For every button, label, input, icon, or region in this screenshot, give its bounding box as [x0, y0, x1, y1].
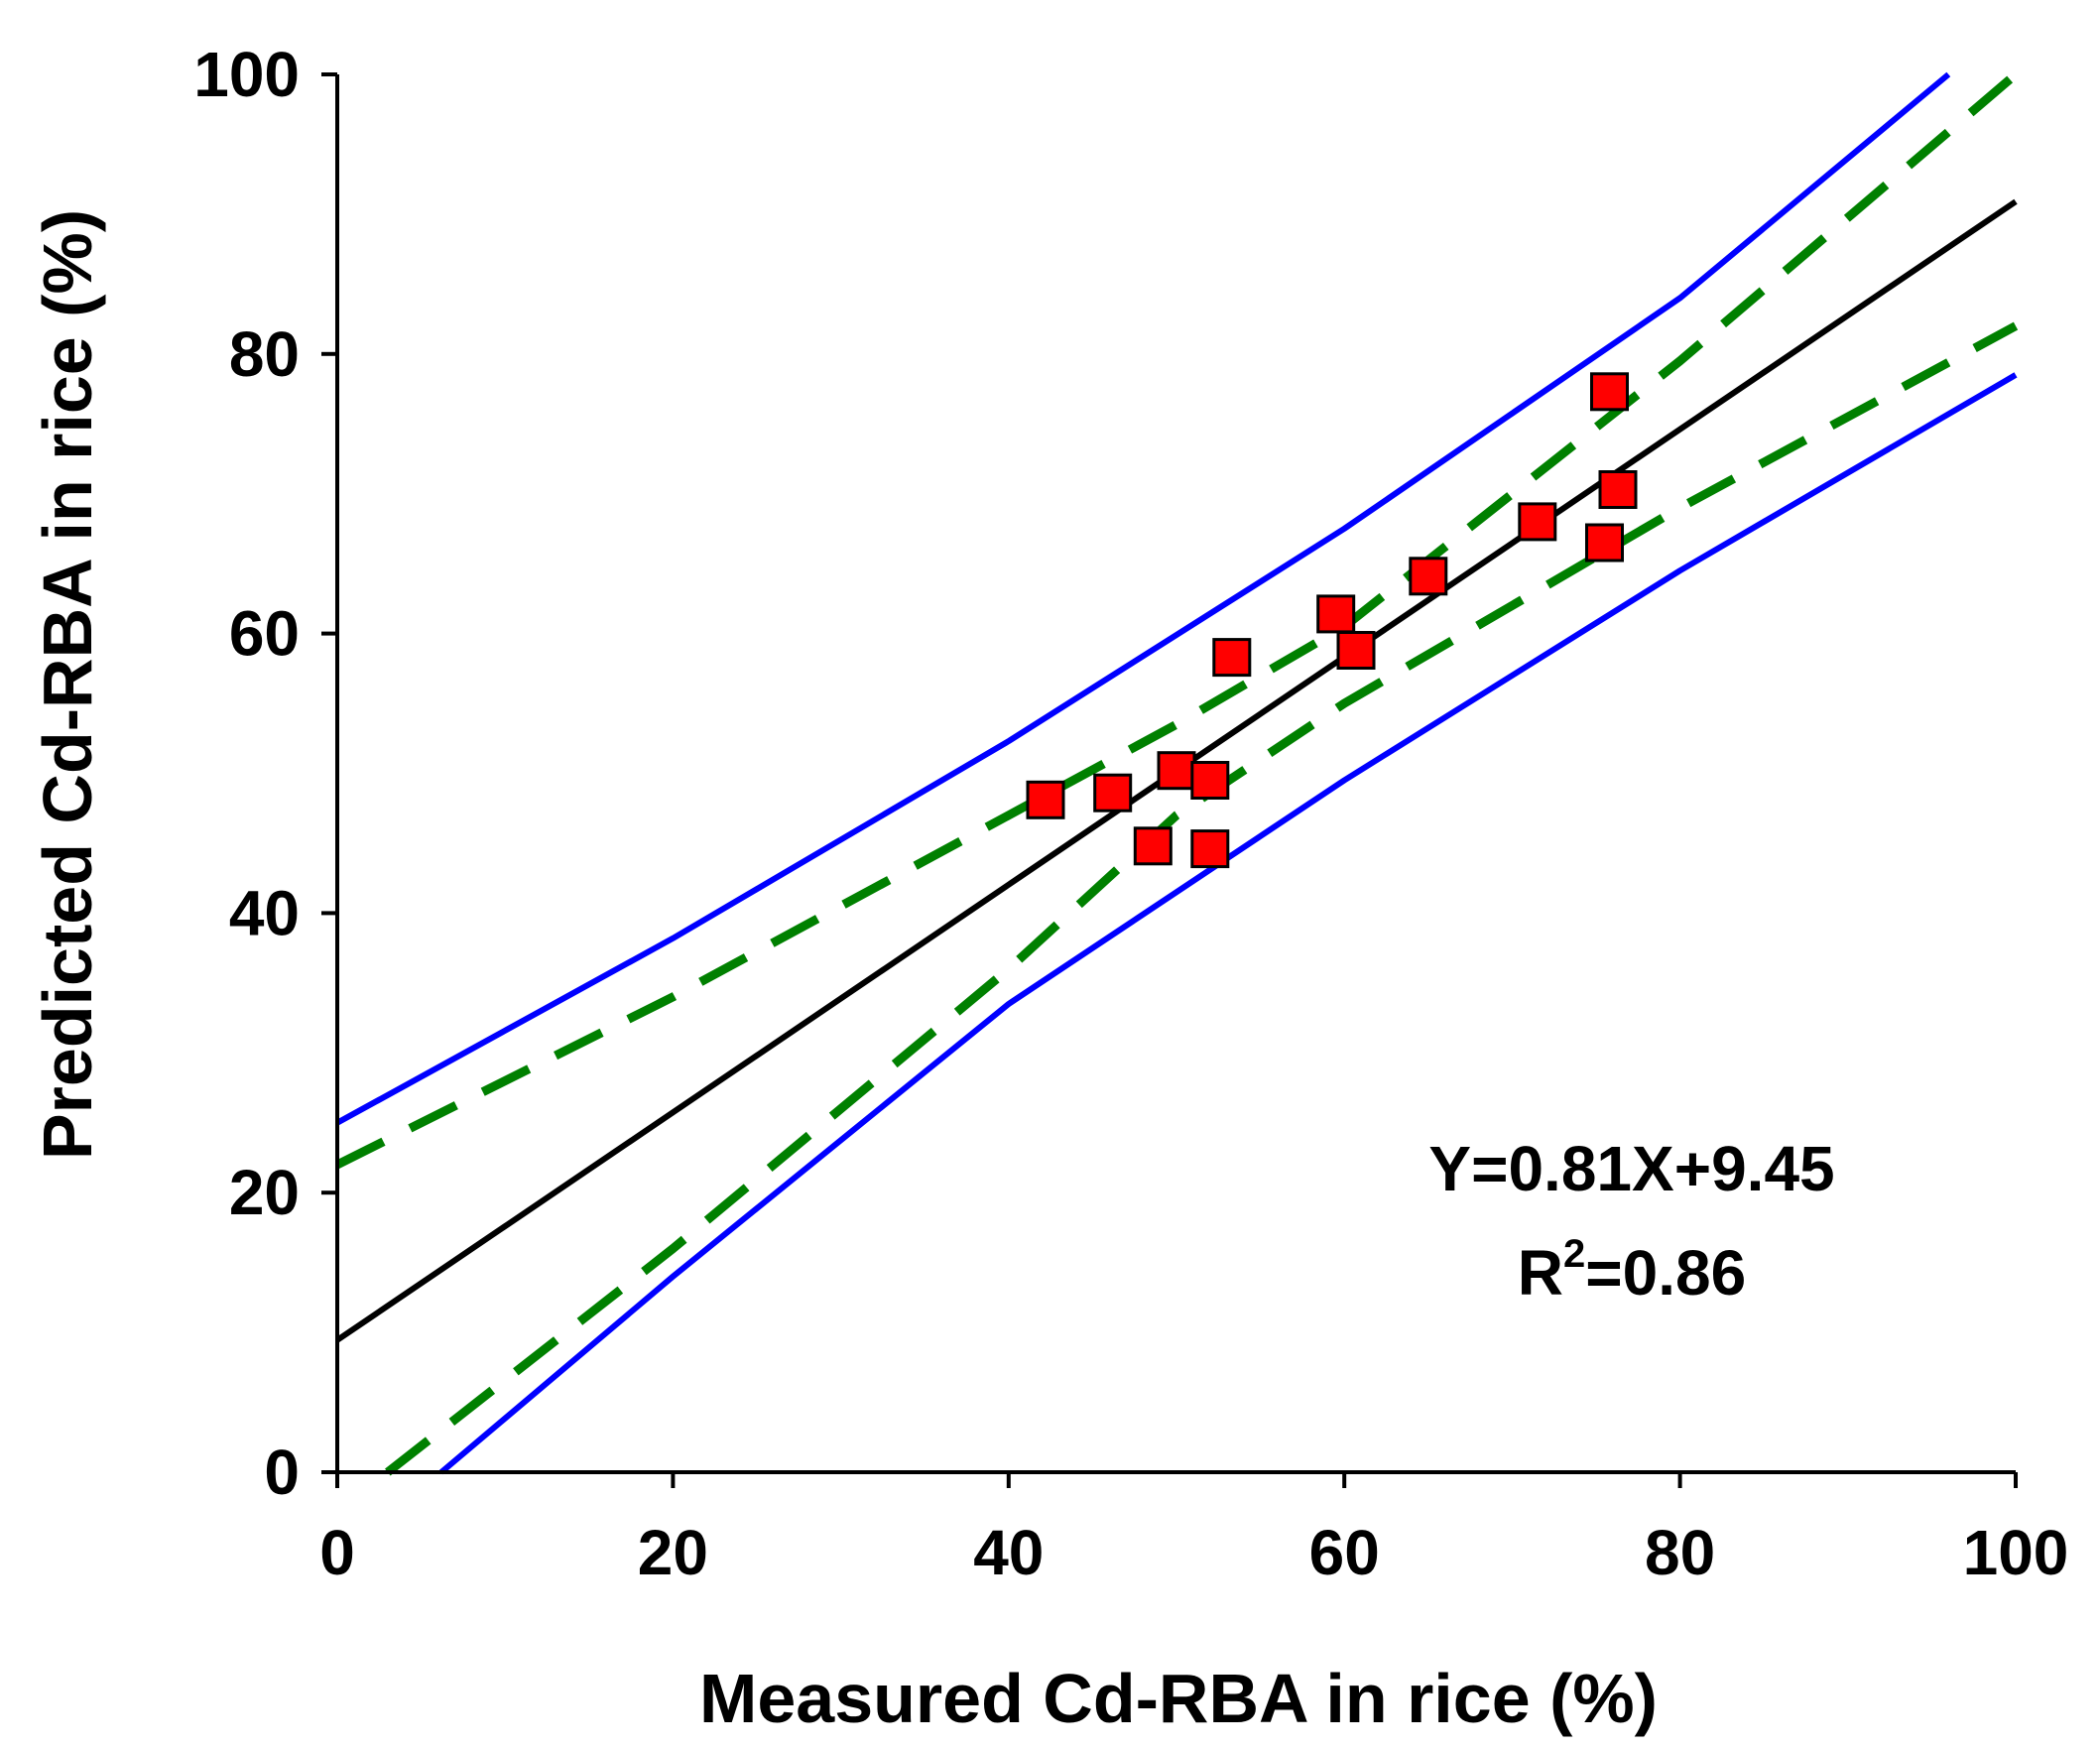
x-axis-title: Measured Cd-RBA in rice (%): [699, 1660, 1658, 1737]
data-point: [1157, 751, 1196, 791]
data-point: [1133, 826, 1173, 866]
series-line-upper-confidence-band: [334, 70, 2019, 1170]
data-point: [1316, 594, 1356, 634]
y-tick-label: 100: [193, 39, 300, 110]
r-squared-label: R2=0.86: [1518, 1232, 1746, 1309]
points-layer: [1026, 372, 1638, 869]
r-squared-superscript: 2: [1563, 1232, 1585, 1276]
series-line-lower-prediction-band: [438, 372, 2018, 1475]
x-tick-label: 0: [319, 1517, 355, 1588]
y-tick-label: 0: [264, 1437, 300, 1508]
data-point: [1336, 631, 1376, 670]
r-squared-value: =0.86: [1585, 1237, 1746, 1309]
data-point: [1212, 638, 1252, 678]
series-line-lower-confidence-band: [385, 321, 2019, 1476]
ticks-layer: 0 20 40 60 80 100 0 20 40 60 80 100: [193, 39, 2068, 1588]
x-tick-label: 60: [1309, 1517, 1380, 1588]
data-point: [1590, 372, 1629, 412]
x-tick-label: 40: [973, 1517, 1044, 1588]
r-squared-prefix: R: [1518, 1237, 1563, 1309]
data-point: [1190, 829, 1230, 869]
data-point: [1093, 773, 1133, 812]
data-point: [1518, 502, 1557, 542]
y-tick-label: 80: [229, 318, 300, 390]
y-tick-label: 40: [229, 877, 300, 948]
y-tick-label: 60: [229, 598, 300, 670]
data-point: [1409, 557, 1448, 596]
x-tick-label: 80: [1645, 1517, 1715, 1588]
x-tick-label: 100: [1963, 1517, 2069, 1588]
y-axis-title: Predicted Cd-RBA in rice (%): [29, 209, 106, 1160]
series-line-upper-prediction-band: [335, 71, 1951, 1126]
data-point: [1598, 470, 1638, 509]
axes-layer: [335, 74, 2016, 1474]
data-point: [1585, 523, 1624, 562]
y-tick-label: 20: [229, 1157, 300, 1228]
regression-equation: Y=0.81X+9.45: [1428, 1133, 1834, 1204]
x-tick-label: 20: [638, 1517, 708, 1588]
data-point: [1190, 761, 1230, 800]
data-point: [1026, 780, 1065, 819]
